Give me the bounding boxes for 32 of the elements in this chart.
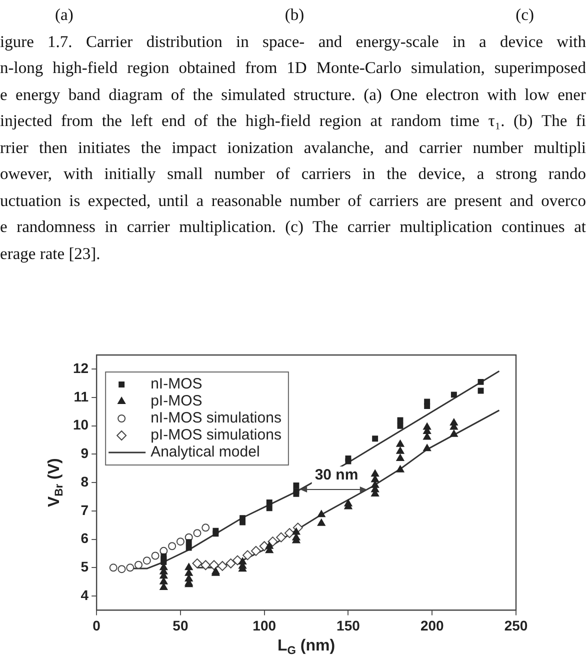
- x-tick-label: 0: [92, 617, 101, 634]
- y-tick-label: 12: [72, 360, 89, 376]
- legend-label: Analytical model: [150, 444, 260, 461]
- legend-label: nI-MOS: [150, 376, 202, 393]
- y-tick-label: 4: [80, 586, 89, 603]
- x-tick-label: 200: [420, 617, 444, 634]
- y-tick-label: 6: [80, 530, 89, 546]
- text: (a) (b) (c): [54, 4, 535, 26]
- y-axis-title: VBr (V): [46, 458, 66, 508]
- y-tick-label: 8: [80, 473, 89, 490]
- y-tick-label: 10: [72, 416, 89, 433]
- y-tick-label: 9: [80, 445, 89, 462]
- text: erage rate [23].: [0, 242, 102, 265]
- text: n-long high-field region obtained from 1D Monte-Carlo simulation, superimposed: [0, 57, 586, 79]
- annotation: 30 nm: [314, 466, 358, 484]
- text: igure 1.7. Carrier distribution in space- and energy-scale in a device with: [0, 30, 586, 53]
- text: rrier then initiates the impact ionization avalanche, and carrier number multipli: [0, 136, 586, 158]
- legend-label: pI-MOS simulations: [150, 426, 282, 444]
- x-tick-label: 150: [336, 617, 360, 634]
- y-tick-label: 11: [74, 388, 89, 404]
- legend-label: nI-MOS simulations: [150, 410, 282, 427]
- x-tick-label: 250: [504, 617, 528, 634]
- text: uctuation is expected, until a reasonable number of carriers are present and overco: [0, 190, 586, 212]
- y-tick-label: 5: [80, 558, 89, 575]
- x-tick-label: 50: [172, 617, 188, 634]
- text: injected from the left end of the high-field region at random time τ₁. (b) The fi: [0, 110, 586, 132]
- y-tick-label: 7: [80, 502, 89, 518]
- legend-label: pI-MOS: [150, 392, 202, 410]
- x-tick-label: 100: [252, 617, 276, 634]
- text: e randomness in carrier multiplication. (c) The carrier multiplication continues at: [0, 216, 586, 238]
- text: e energy band diagram of the simulated structure. (a) One electron with low ener: [0, 84, 586, 106]
- text: owever, with initially small number of carriers in the device, a strong rando: [0, 163, 586, 185]
